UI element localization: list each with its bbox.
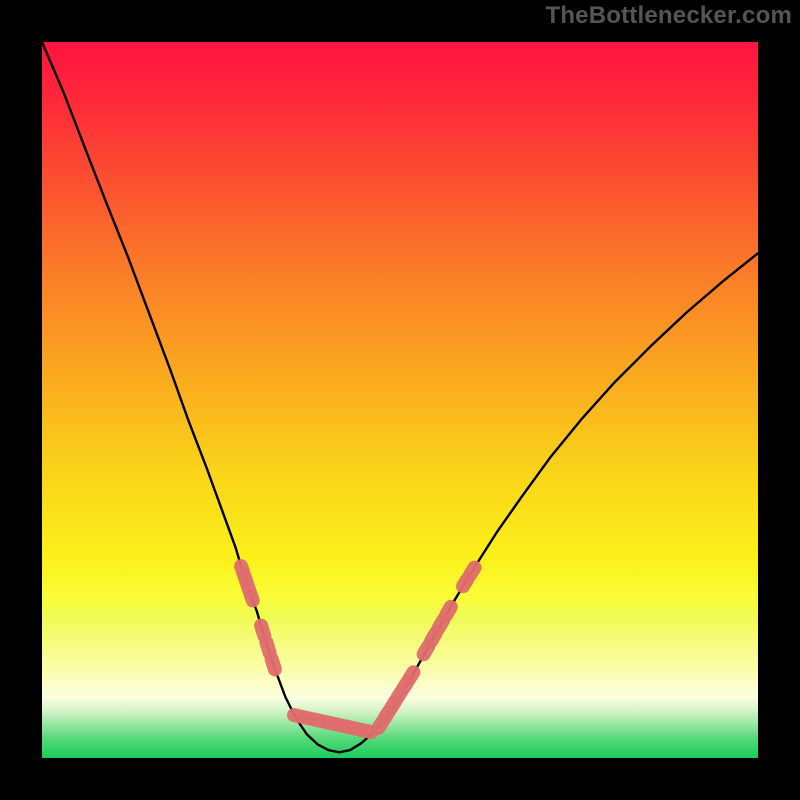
- chart-svg: [0, 0, 800, 800]
- stage: TheBottlenecker.com: [0, 0, 800, 800]
- highlight-dash: [410, 672, 414, 678]
- highlight-dash: [266, 642, 269, 652]
- highlight-dash: [470, 568, 474, 575]
- highlight-dash: [272, 659, 275, 669]
- highlight-dash: [431, 633, 436, 641]
- highlight-dash: [446, 607, 451, 615]
- highlight-dash: [424, 646, 429, 654]
- highlight-dash: [261, 626, 264, 636]
- watermark-text: TheBottlenecker.com: [545, 2, 792, 30]
- highlight-dash: [365, 731, 371, 732]
- highlight-dash: [439, 620, 444, 628]
- highlight-dash: [251, 595, 253, 601]
- plot-gradient: [42, 42, 758, 758]
